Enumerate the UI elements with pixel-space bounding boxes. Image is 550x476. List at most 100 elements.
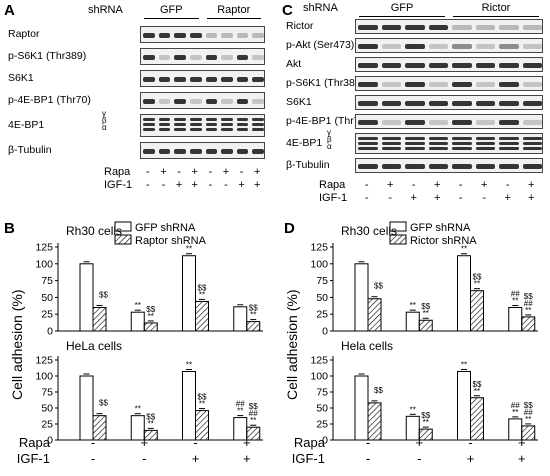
shrna-group-label: GFP: [159, 4, 183, 16]
blot-band: [174, 123, 186, 126]
condition-sign: -: [91, 435, 95, 450]
significance-marker-knockdown: ##: [249, 409, 258, 418]
subplot-title: Rh30 cells: [66, 224, 122, 238]
blot-band: [358, 81, 378, 87]
blot-band: [143, 118, 155, 121]
treatment-sign: -: [224, 179, 228, 191]
legend-swatch-gfp: [114, 221, 132, 232]
significance-marker-gfp: **: [186, 245, 192, 254]
blot-row-label: β-Tubulin: [286, 158, 330, 171]
bar-knockdown-shrna: [418, 319, 433, 332]
blot-band: [499, 119, 519, 125]
blot-band: [221, 98, 233, 104]
subplot-title: HeLa cells: [66, 339, 122, 353]
treatment-sign: -: [364, 179, 369, 191]
significance-marker-gfp: ##: [511, 401, 520, 410]
condition-sign: +: [467, 451, 475, 466]
treatment-sign: +: [191, 166, 198, 178]
y-tick-label: 25: [316, 309, 328, 321]
y-tick-label: 125: [35, 242, 53, 254]
blot-strip: [140, 92, 265, 109]
treatment-sign: -: [458, 192, 463, 204]
blot-band: [522, 147, 542, 150]
condition-sign: +: [243, 435, 251, 450]
treatment-sign: +: [222, 166, 230, 178]
blot-band: [499, 142, 519, 145]
blot-band: [499, 137, 519, 140]
blot-band: [405, 119, 425, 125]
subplot-title: Rh30 cells: [341, 224, 397, 238]
isoform-label: β: [327, 135, 332, 144]
treatment-sign: -: [388, 192, 393, 204]
bar-knockdown-shrna: [521, 316, 536, 332]
y-tick-label: 125: [310, 242, 328, 254]
blot-band: [405, 81, 425, 87]
significance-marker-gfp: ##: [511, 289, 520, 298]
blot-band: [189, 148, 202, 154]
bar-gfp-shrna: [130, 311, 145, 332]
blot-band: [252, 98, 264, 104]
blot-strip: [140, 48, 265, 65]
treatment-sign: -: [177, 166, 181, 178]
significance-marker-knockdown: **: [199, 290, 205, 299]
blot-strip: [355, 57, 543, 72]
blot-band: [475, 24, 495, 30]
shrna-group-line: [144, 18, 199, 19]
significance-marker-knockdown: **: [474, 280, 480, 289]
y-tick-label: 100: [310, 371, 328, 383]
blot-band: [499, 100, 519, 106]
bar-gfp-shrna: [354, 375, 369, 441]
blot-band: [205, 128, 218, 131]
blot-row-label: Rictor: [286, 19, 314, 32]
significance-marker-knockdown: $$: [374, 282, 383, 291]
blot-band: [205, 118, 218, 121]
blot-band: [428, 81, 448, 87]
blot-strip: [355, 158, 543, 173]
bar-gfp-shrna: [405, 415, 420, 441]
treatment-sign: +: [481, 179, 488, 191]
significance-marker-knockdown: **: [250, 416, 256, 425]
y-tick-label: 25: [41, 309, 53, 321]
significance-marker-knockdown: **: [148, 312, 154, 321]
blot-band: [174, 128, 186, 131]
blot-band: [358, 43, 378, 49]
blot-band: [381, 81, 401, 87]
blot-band: [189, 118, 202, 121]
blot-row-label: S6K1: [286, 95, 312, 108]
treatment-sign: +: [191, 179, 198, 191]
significance-marker-knockdown: **: [525, 415, 531, 424]
condition-sign: -: [366, 435, 370, 450]
blot-band: [221, 128, 233, 131]
condition-sign: +: [415, 435, 423, 450]
blot-band: [452, 100, 472, 106]
blot-band: [381, 137, 401, 140]
y-tick-label: 25: [41, 419, 53, 431]
shrna-group-line: [206, 18, 261, 19]
isoform-label: γ: [102, 109, 106, 118]
condition-sign: +: [518, 451, 526, 466]
blot-row-label: 4E-BP1: [286, 136, 323, 149]
blot-band: [405, 142, 425, 145]
blot-band: [158, 123, 171, 126]
blot-band: [499, 43, 519, 49]
blot-band: [205, 148, 218, 154]
blot-band: [405, 147, 425, 150]
significance-marker-gfp: ##: [236, 400, 245, 409]
condition-sign: -: [193, 435, 197, 450]
blot-band: [475, 119, 495, 125]
condition-sign: -: [142, 451, 146, 466]
blot-band: [236, 148, 249, 154]
blot-band: [405, 163, 425, 169]
blot-band: [174, 98, 186, 104]
blot-band: [143, 98, 155, 104]
bar-gfp-shrna: [354, 263, 369, 332]
blot-band: [381, 147, 401, 150]
condition-sign: +: [192, 451, 200, 466]
blot-band: [499, 81, 519, 87]
condition-label: IGF-1: [17, 451, 50, 466]
significance-marker-gfp: **: [512, 408, 518, 417]
significance-marker-knockdown: $$: [146, 412, 155, 421]
y-tick-label: 75: [41, 387, 53, 399]
blot-strip: [355, 76, 543, 91]
blot-band: [158, 32, 171, 38]
